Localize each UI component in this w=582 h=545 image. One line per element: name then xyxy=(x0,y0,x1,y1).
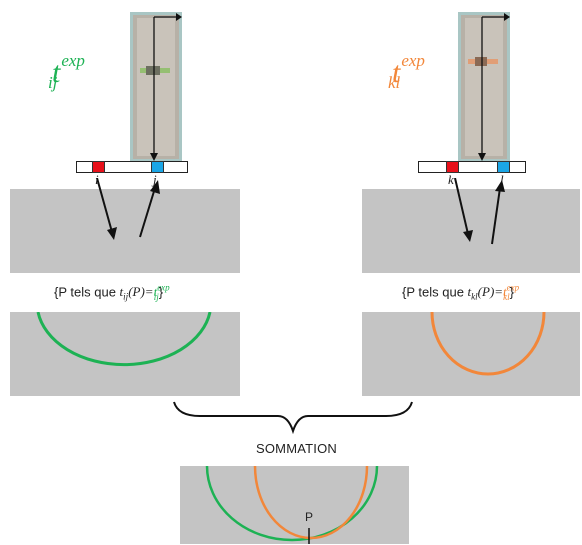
left-title-sub: ij xyxy=(47,73,58,92)
right-index-l: l xyxy=(500,172,504,187)
right-title-sup: exp xyxy=(401,51,425,70)
left-set-open: {P tels que xyxy=(54,284,120,300)
right-set-rhs-sub: kl xyxy=(503,291,510,302)
left-ray-arrows xyxy=(96,178,160,240)
right-set-close: } xyxy=(509,284,515,300)
right-title-base: t xyxy=(392,56,401,89)
right-result-panel xyxy=(362,312,580,396)
right-ray-arrows xyxy=(454,178,505,245)
right-set-open: {P tels que xyxy=(402,284,468,300)
right-set-rhs-sup: exp xyxy=(506,283,520,293)
right-set-lhs: t xyxy=(467,284,472,300)
left-set-label: {P tels que tij(P)=texpij} xyxy=(54,283,170,302)
left-title-base: t xyxy=(52,56,61,89)
right-set-rhs: t xyxy=(503,284,507,300)
left-set-lhs-sub: ij xyxy=(123,291,129,302)
right-bscan-image xyxy=(458,12,510,162)
left-propagation-panel xyxy=(10,189,240,273)
left-set-rhs-sup: exp xyxy=(157,283,170,293)
right-title: texpkl xyxy=(388,52,436,91)
right-set-lhs-sub: kl xyxy=(471,291,478,302)
point-p-label: P xyxy=(305,510,314,524)
summed-orange-arc xyxy=(253,466,369,540)
right-element-l xyxy=(497,161,510,173)
right-set-arg: (P)= xyxy=(477,284,504,300)
right-set-label: {P tels que tkl(P)=texpkl} xyxy=(402,283,519,302)
summation-label: SOMMATION xyxy=(256,441,337,456)
left-set-lhs: t xyxy=(119,284,124,300)
right-index-k: k xyxy=(448,172,454,187)
left-result-panel xyxy=(10,312,240,396)
summation-brace xyxy=(173,401,413,434)
left-set-arg: (P)= xyxy=(128,284,154,300)
left-title: texpij xyxy=(48,52,93,91)
summed-green-arc xyxy=(205,466,379,542)
left-title-sup: exp xyxy=(61,51,85,70)
right-title-sub: kl xyxy=(387,73,401,92)
summation-result-panel xyxy=(180,466,409,544)
left-set-rhs-sub: ij xyxy=(153,291,159,302)
left-set-rhs: t xyxy=(153,284,158,300)
left-isochrone-arc xyxy=(36,312,212,367)
left-element-i xyxy=(92,161,105,173)
left-set-close: } xyxy=(158,284,164,300)
left-bscan-image xyxy=(130,12,182,162)
right-element-k xyxy=(446,161,459,173)
right-isochrone-arc xyxy=(430,312,546,376)
left-index-j: j xyxy=(153,172,157,187)
left-element-j xyxy=(151,161,164,173)
